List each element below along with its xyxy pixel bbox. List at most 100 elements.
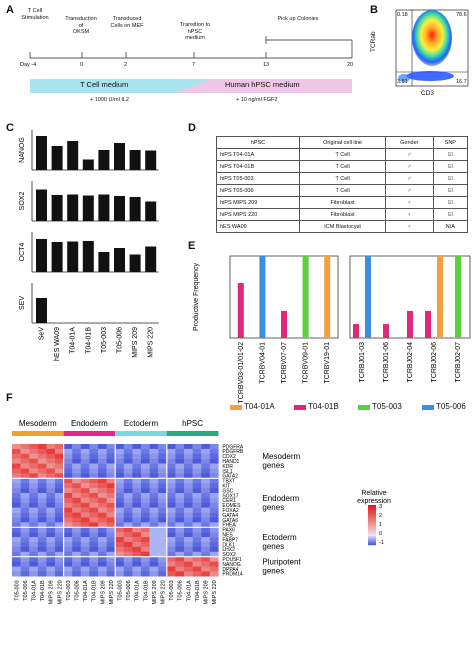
legend-gradient: [368, 511, 376, 513]
heatmap-cell: [37, 478, 47, 484]
category-label: T04-01B: [85, 327, 92, 354]
heatmap-cell: [37, 444, 47, 450]
heatmap-cell: [149, 468, 159, 474]
heatmap-cell: [72, 561, 81, 567]
heatmap-cell: [55, 502, 64, 508]
heatmap-cell: [175, 551, 185, 557]
heatmap-cell: [149, 527, 159, 533]
heatmap-cell: [37, 458, 47, 464]
heatmap-cell: [201, 546, 210, 552]
heatmap-cell: [192, 527, 202, 533]
heatmap-cell: [175, 448, 185, 454]
heatmap-cell: [20, 522, 30, 528]
heatmap-cell: [29, 444, 38, 450]
heatmap-cell: [209, 537, 219, 543]
bar: [82, 241, 94, 272]
gene-row-label: ISL1: [222, 469, 233, 475]
heatmap-cell: [12, 561, 21, 567]
quadrant-value: 3.51: [397, 79, 408, 85]
heatmap-cell: [46, 507, 56, 513]
heatmap-cell: [46, 502, 56, 508]
column-group-bar: [115, 431, 167, 436]
heatmap-cell: [184, 458, 193, 464]
heatmap-cell: [192, 473, 202, 479]
event-label: Pick up Colonies: [277, 16, 319, 22]
cell-hpsc: hiPS T05-006: [215, 184, 301, 197]
heatmap-cell: [98, 473, 107, 479]
heatmap-cell: [55, 566, 64, 572]
heatmap-cell: [166, 512, 176, 518]
heatmap-cell: [115, 542, 124, 548]
column-label: MIPS 209: [100, 580, 106, 604]
heatmap-cell: [166, 551, 176, 557]
cell-hpsc: hiPS MIPS 220: [215, 208, 301, 221]
heatmap-cell: [89, 512, 99, 518]
gene-label: OCT4: [19, 243, 26, 262]
gene-row-label: DPPA4: [222, 567, 238, 573]
heatmap-cell: [46, 458, 56, 464]
heatmap-cell: [37, 448, 47, 454]
heatmap-cell: [184, 566, 193, 572]
heatmap-cell: [209, 468, 219, 474]
heatmap-cell: [184, 478, 193, 484]
heatmap-cell: [12, 444, 21, 450]
legend-gradient: [368, 524, 376, 526]
heatmap-cell: [89, 473, 99, 479]
bar: [98, 194, 110, 221]
heatmap-cell: [46, 483, 56, 489]
heatmap-cell: [80, 488, 90, 494]
heatmap-cell: [89, 556, 99, 562]
heatmap-cell: [106, 448, 116, 454]
table-row: hiPS T04-01B T Cell ♂ ☑: [215, 160, 469, 173]
heatmap-cell: [141, 561, 150, 567]
heatmap-cell: [123, 527, 133, 533]
legend-gradient: [368, 533, 376, 535]
heatmap-cell: [209, 502, 219, 508]
heatmap-cell: [184, 453, 193, 459]
heatmap-cell: [201, 551, 210, 557]
heatmap-cell: [98, 458, 107, 464]
legend-gradient: [368, 521, 376, 523]
heatmap-cell: [132, 542, 142, 548]
heatmap-cell: [12, 546, 21, 552]
heatmap-cell: [115, 473, 124, 479]
legend-tick: 1: [379, 522, 382, 528]
heatmap-cell: [63, 468, 73, 474]
heatmap-cell: [201, 473, 210, 479]
heatmap-cell: [184, 483, 193, 489]
cell-gender: ♂: [385, 148, 434, 161]
heatmap-cell: [46, 473, 56, 479]
heatmap-cell: [201, 561, 210, 567]
category-label: SeV: [39, 327, 46, 341]
legend-gradient: [368, 514, 376, 516]
heatmap-cell: [72, 571, 81, 577]
heatmap-cell: [209, 532, 219, 538]
heatmap-cell: [37, 537, 47, 543]
heatmap-cell: [141, 478, 150, 484]
heatmap-cell: [141, 493, 150, 499]
heatmap-cell: [80, 478, 90, 484]
gene-row-label: LHX2: [222, 547, 235, 553]
cell-gender: ♂: [385, 184, 434, 197]
column-label: T04-01A: [135, 580, 141, 601]
column-label: T04-01A: [32, 580, 38, 601]
heatmap-cell: [72, 488, 81, 494]
heatmap-cell: [37, 488, 47, 494]
heatmap-cell: [192, 517, 202, 523]
heatmap-cell: [89, 507, 99, 513]
bar: [455, 256, 461, 338]
heatmap-cell: [209, 556, 219, 562]
category-label: TCRBJ02-07: [455, 342, 462, 383]
flow-ylabel: TCRab: [370, 31, 377, 52]
heatmap-cell: [55, 532, 64, 538]
heatmap-cell: [175, 512, 185, 518]
day-label: 20: [347, 62, 354, 68]
heatmap-cell: [166, 527, 176, 533]
bar: [82, 195, 94, 221]
cell-snp: ☑: [432, 208, 469, 221]
heatmap-cell: [184, 473, 193, 479]
bar: [51, 146, 63, 170]
heatmap-cell: [158, 453, 167, 459]
heatmap-cell: [141, 468, 150, 474]
heatmap-cell: [175, 453, 185, 459]
